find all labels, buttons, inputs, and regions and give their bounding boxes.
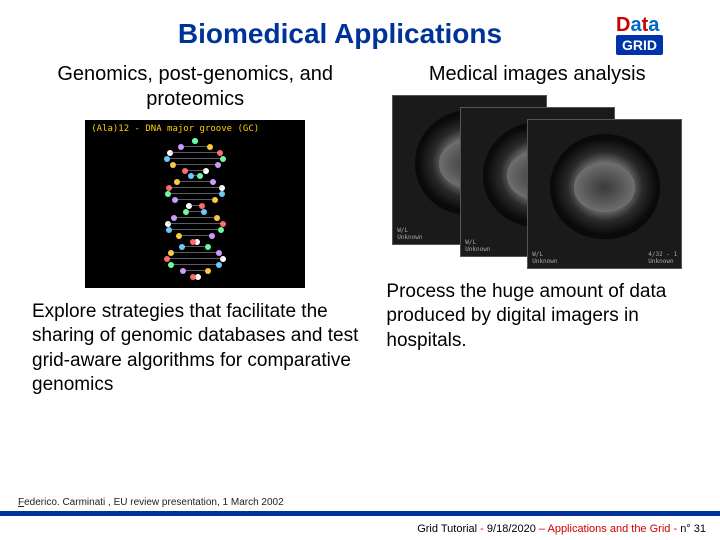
footer-topic: Applications and the Grid [547,523,673,535]
ct-scan-3: W/LUnknown 4/32 - 1Unknown [527,119,682,269]
ct-tag: 4/32 - 1Unknown [648,251,677,265]
right-body-text: Process the huge amount of data produced… [382,278,692,353]
ct-brain-icon [550,134,660,239]
citation-content: ederico. Carminati , EU review presentat… [24,497,284,508]
right-subtitle: Medical images analysis [382,62,692,87]
dna-image-box: (Ala)12 - DNA major groove (GC) [28,120,362,288]
footer-left: Grid Tutorial [417,523,480,535]
page-title: Biomedical Applications [0,18,692,50]
footer-divider [0,511,720,516]
medical-image-stack: W/LUnknown W/LUnknown W/LUnknown 4/32 - … [392,95,682,270]
left-subtitle: Genomics, post-genomics, and proteomics [28,62,362,112]
right-column: Medical images analysis W/LUnknown W/LUn… [382,62,692,397]
footer-dash: - [480,523,487,535]
left-body-text: Explore strategies that facilitate the s… [28,298,362,397]
footer-page: n° 31 [680,523,706,535]
dna-image-label: (Ala)12 - DNA major groove (GC) [91,124,259,134]
dna-image: (Ala)12 - DNA major groove (GC) [85,120,305,288]
ct-tag: W/LUnknown [397,227,422,241]
ct-tag: W/LUnknown [532,251,557,265]
logo-grid-text: GRID [616,35,663,55]
footer-text: Grid Tutorial - 9/18/2020 – Applications… [417,523,706,535]
datagrid-logo: Data GRID [616,14,702,56]
left-column: Genomics, post-genomics, and proteomics … [28,62,362,397]
dna-helix-graphic [160,138,230,278]
citation-text: Federico. Carminati , EU review presenta… [18,497,284,508]
ct-tag: W/LUnknown [465,239,490,253]
content-columns: Genomics, post-genomics, and proteomics … [28,62,692,397]
logo-data-text: Data [616,14,702,37]
footer-date: 9/18/2020 [487,523,539,535]
slide: Data GRID Biomedical Applications Genomi… [0,0,720,540]
